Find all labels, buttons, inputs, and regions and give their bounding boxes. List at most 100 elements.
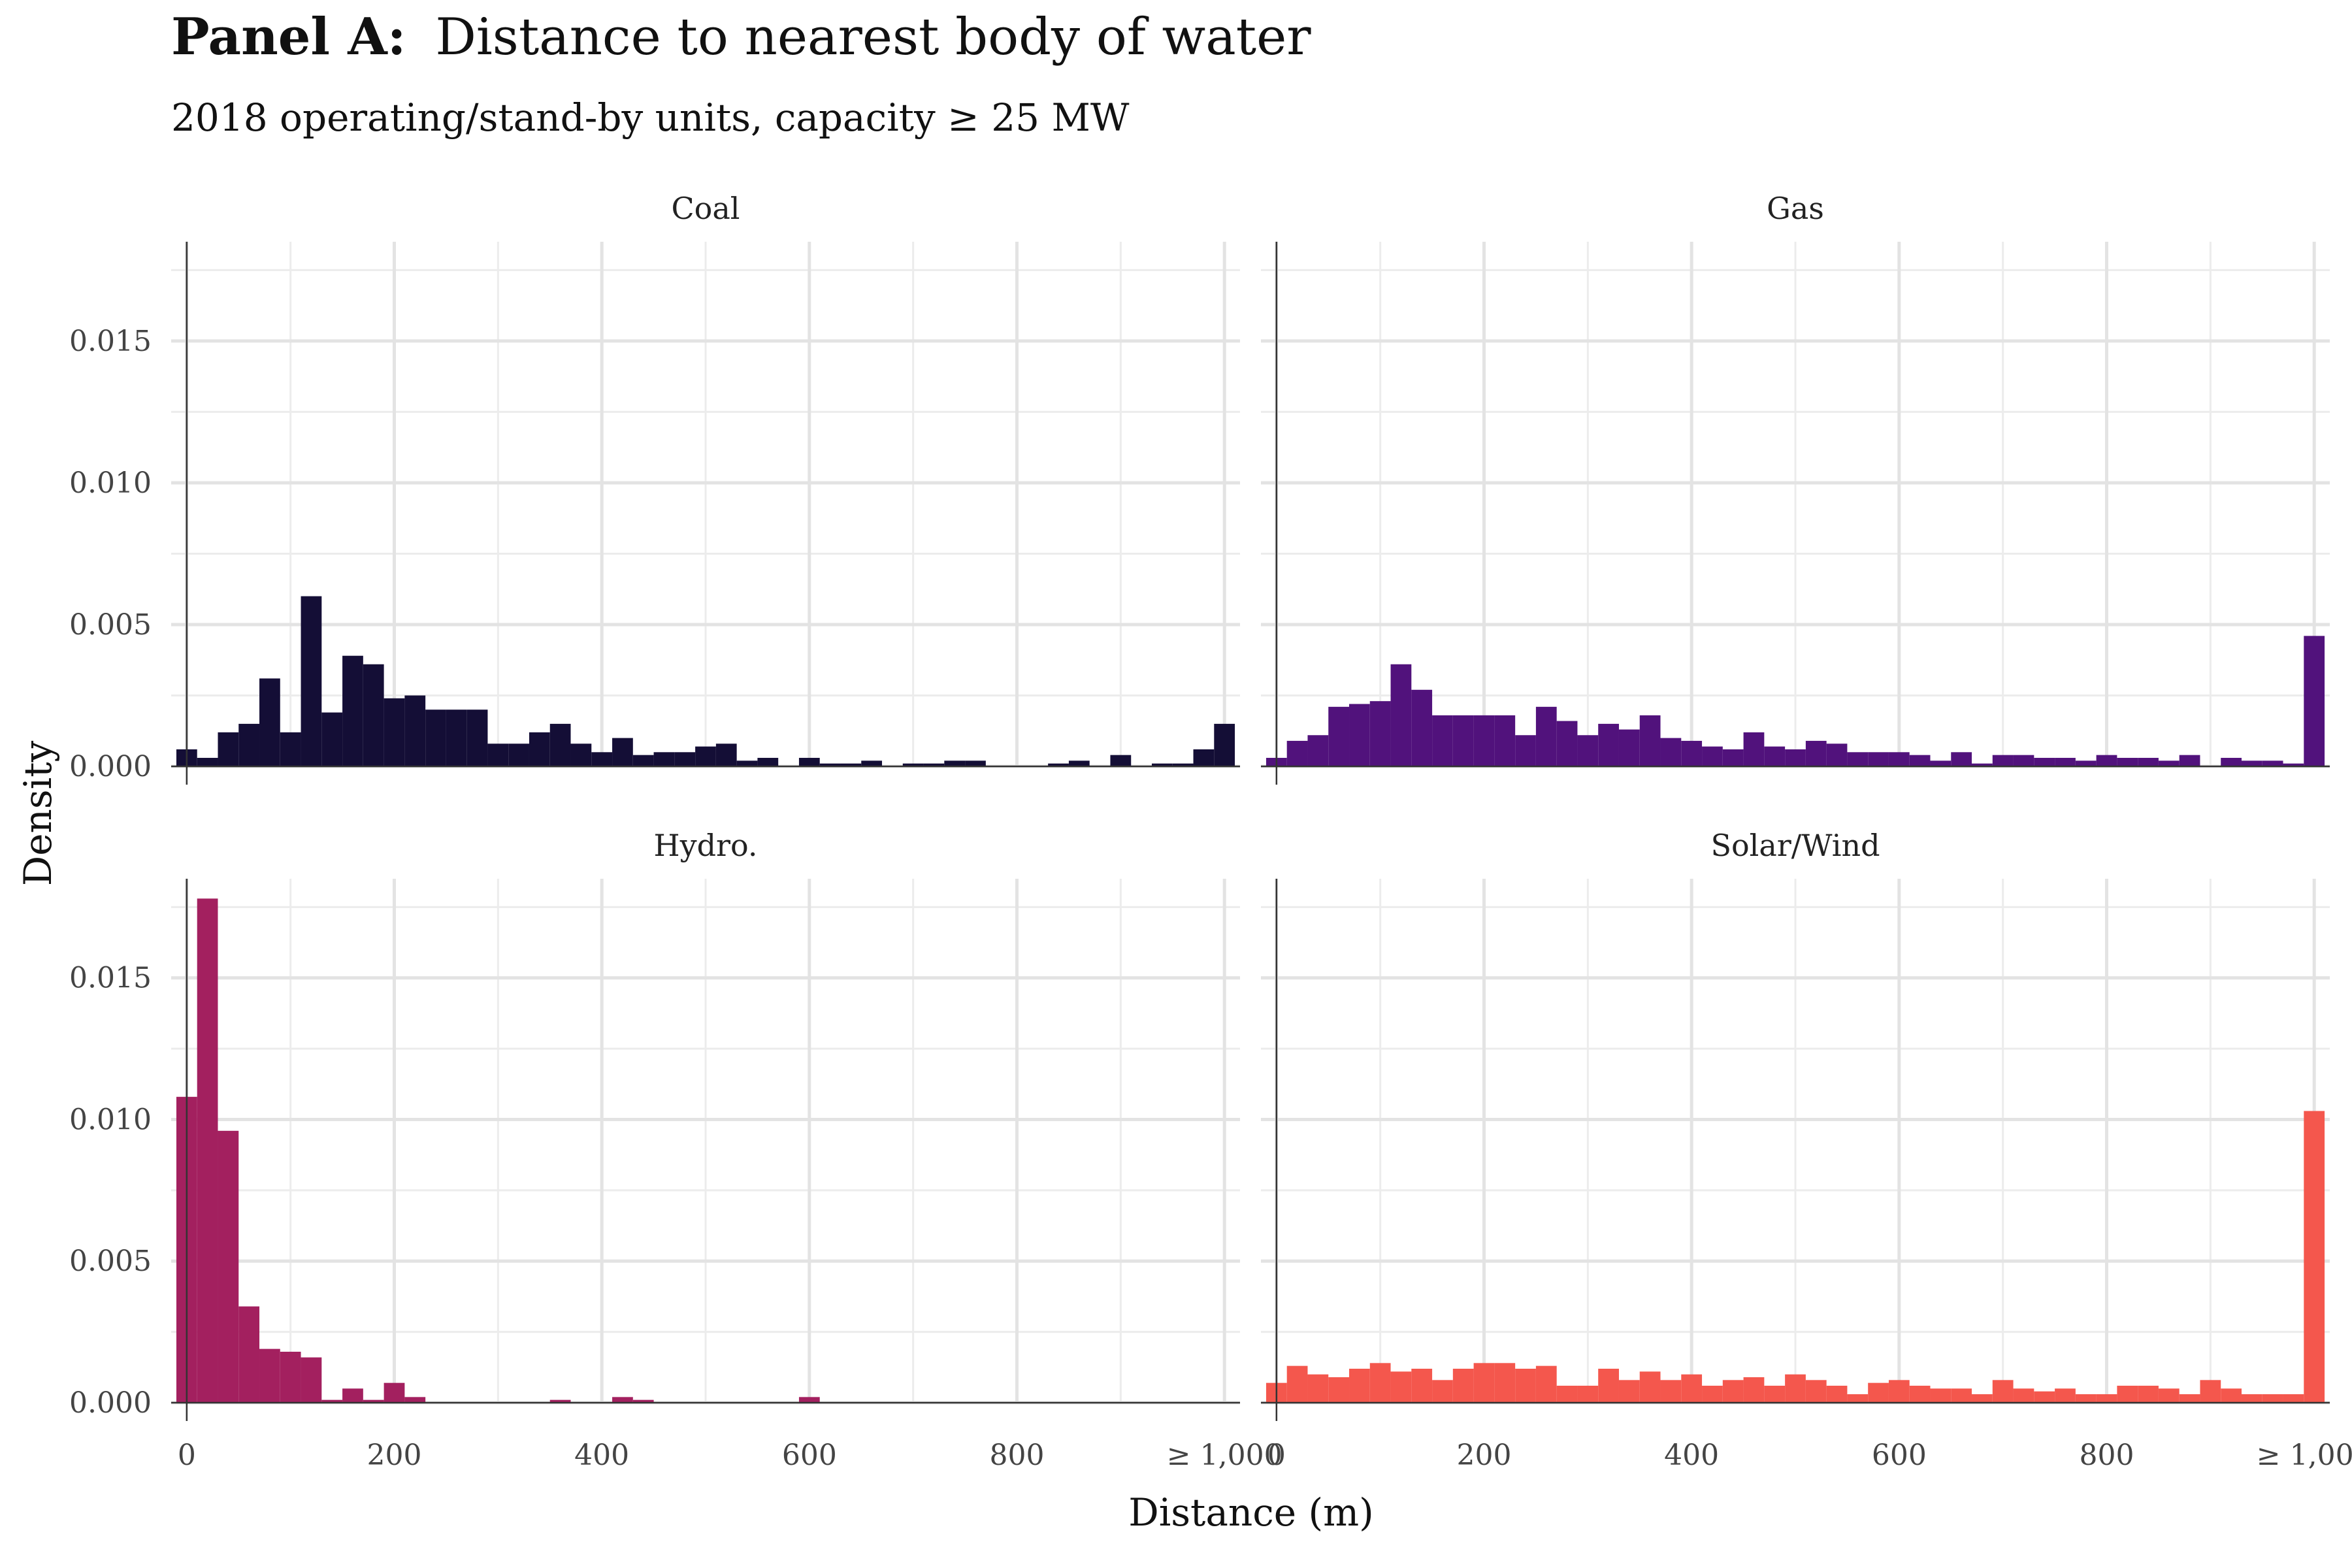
facet-panel-coal: Coal 0.000 0.005 0.010 0.015 <box>69 191 1240 785</box>
histogram-bar <box>2117 1385 2138 1403</box>
histogram-bar <box>508 743 529 766</box>
histogram-bar <box>2013 1388 2034 1403</box>
y-tick-label: 0.010 <box>69 1103 152 1136</box>
histogram-bar <box>280 1351 301 1403</box>
histogram-bar <box>1972 1394 1993 1403</box>
histogram-bar <box>632 755 654 766</box>
facet-label: Hydro. <box>653 828 757 863</box>
chart-subtitle: 2018 operating/stand-by units, capacity … <box>171 95 1130 140</box>
histogram-bar <box>612 1397 633 1403</box>
histogram-bar <box>259 678 280 766</box>
x-tick-label: 0 <box>178 1439 196 1472</box>
histogram-bar <box>1349 704 1370 766</box>
histogram-bar <box>342 1388 363 1403</box>
histogram-bar <box>2200 1380 2221 1403</box>
histogram-bar <box>1868 1382 1889 1403</box>
histogram-bar <box>944 760 966 766</box>
histogram-bar <box>840 763 862 766</box>
histogram-bar <box>1048 763 1069 766</box>
histogram-bar <box>1494 1363 1516 1403</box>
histogram-bar <box>1328 1377 1350 1403</box>
histogram-bar <box>1535 1365 1557 1403</box>
histogram-bar <box>2283 1394 2304 1403</box>
histogram-bar <box>197 757 218 766</box>
histogram-bar <box>1888 752 1910 766</box>
x-tick-label: 400 <box>574 1439 629 1472</box>
histogram-bar <box>1556 1385 1578 1403</box>
x-tick-label: 200 <box>1457 1439 1512 1472</box>
histogram-bar <box>487 743 509 766</box>
facet-panels: Coal 0.000 0.005 0.010 0.015 Gas Hydro. 0.000 0.… <box>69 191 2352 1472</box>
chart-title-bold: Panel A: <box>171 7 406 67</box>
x-tick-label: 800 <box>2080 1439 2134 1472</box>
histogram-bar <box>736 760 758 766</box>
histogram-bar <box>2138 1385 2159 1403</box>
histogram-bar <box>1930 760 1952 766</box>
histogram-bar <box>570 743 592 766</box>
histogram-bar <box>2075 760 2097 766</box>
histogram-bar <box>2117 757 2138 766</box>
x-tick-label: 200 <box>367 1439 422 1472</box>
histogram-bar <box>861 760 883 766</box>
histogram-bar <box>1805 740 1827 766</box>
histogram-bar <box>1805 1380 1827 1403</box>
histogram-bar <box>2138 757 2159 766</box>
histogram-bar <box>1556 721 1578 766</box>
histogram-bar <box>238 723 260 766</box>
histogram-bar <box>2221 757 2242 766</box>
x-tick-label: 400 <box>1664 1439 1719 1472</box>
facet-label: Solar/Wind <box>1710 828 1880 863</box>
histogram-bar <box>1349 1368 1370 1403</box>
histogram-bar <box>2096 1394 2117 1403</box>
histogram-bar <box>384 1382 405 1403</box>
y-tick-label: 0.015 <box>69 962 152 995</box>
histogram-bar <box>2034 757 2055 766</box>
histogram-bar <box>798 757 820 766</box>
histogram-bar <box>1473 1363 1495 1403</box>
histogram-bar <box>1743 1377 1765 1403</box>
histogram-bar <box>301 596 322 766</box>
histogram-bar <box>2179 1394 2200 1403</box>
histogram-bar <box>1577 1385 1599 1403</box>
histogram-bar <box>425 710 446 766</box>
histogram-bar <box>1930 1388 1952 1403</box>
histogram-bar <box>2304 636 2325 766</box>
histogram-bar <box>1390 1371 1412 1403</box>
histogram-bar <box>446 710 467 766</box>
histogram-bar <box>197 898 218 1403</box>
histogram-bar <box>1515 1368 1536 1403</box>
histogram-bar <box>1432 715 1453 766</box>
facet-label: Gas <box>1767 191 1824 226</box>
histogram-bar <box>1660 1380 1682 1403</box>
histogram-bar <box>1992 1380 2014 1403</box>
histogram-bar <box>1722 1380 1744 1403</box>
histogram-bar <box>1826 1385 1848 1403</box>
histogram-bar <box>2179 755 2200 766</box>
histogram-bar <box>1618 729 1640 766</box>
histogram-bar <box>363 1399 384 1403</box>
histogram-bar <box>1390 664 1412 766</box>
histogram-bar <box>549 723 571 766</box>
y-tick-label: 0.010 <box>69 466 152 500</box>
histogram-bar <box>2055 1388 2076 1403</box>
histogram-bar <box>1639 715 1661 766</box>
histogram-bar <box>1598 723 1619 766</box>
x-tick-label: ≥ 1,000 <box>1167 1439 1282 1472</box>
histogram-bar <box>404 695 426 766</box>
histogram-bar <box>1452 1368 1474 1403</box>
histogram-bar <box>1909 1385 1931 1403</box>
histogram-bar <box>1411 689 1433 766</box>
histogram-bar <box>695 746 716 766</box>
histogram-bar <box>1992 755 2014 766</box>
histogram-bar <box>1411 1368 1433 1403</box>
histogram-bar <box>674 752 696 766</box>
histogram-bar <box>819 763 841 766</box>
histogram-bar <box>1369 1363 1391 1403</box>
histogram-bar <box>384 698 405 766</box>
y-tick-label: 0.000 <box>69 1386 152 1420</box>
histogram-bar <box>1785 1374 1806 1403</box>
histogram-bar <box>529 732 550 766</box>
histogram-bar <box>259 1348 280 1403</box>
histogram-bar <box>321 1399 343 1403</box>
